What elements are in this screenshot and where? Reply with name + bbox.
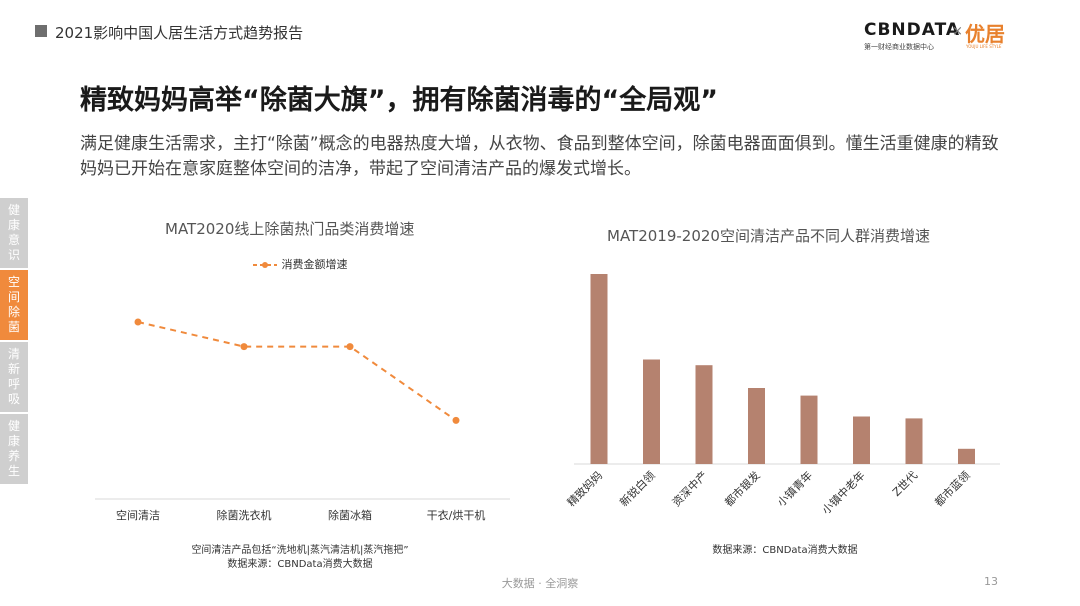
line-x-tick-label: 空间清洁 — [116, 508, 160, 522]
side-tab-char: 意 — [7, 233, 20, 247]
page-number: 13 — [984, 575, 998, 588]
line-point-4 — [452, 416, 460, 424]
line-x-tick-label: 干衣/烘干机 — [427, 508, 486, 522]
line-point-2 — [240, 343, 248, 351]
line-chart-legend: 消费金额增速 — [252, 256, 348, 272]
logo-separator: × — [952, 24, 963, 39]
bar-chart-source: 数据来源：CBNData消费大数据 — [712, 545, 858, 556]
side-tab-char: 呼 — [7, 377, 20, 391]
bar-4 — [748, 388, 765, 464]
brand-logo: CBNDATA 第一财经商业数据中心 × 优居 YOUJU LIFE STYLE — [858, 18, 1018, 54]
side-tab-char: 吸 — [7, 392, 20, 406]
line-point-1 — [134, 318, 142, 326]
footer-tagline: 大数据 · 全洞察 — [501, 577, 579, 590]
bar-x-tick-label: 小镇青年 — [774, 468, 815, 509]
youju-logo-subtitle: YOUJU LIFE STYLE — [966, 44, 1002, 49]
side-tab-char: 康 — [7, 434, 20, 448]
report-title: 2021影响中国人居生活方式趋势报告 — [55, 24, 304, 42]
bar-x-tick-label: Z世代 — [890, 469, 920, 499]
side-tab-char: 除 — [7, 305, 20, 319]
bar-x-tick-label: 精致妈妈 — [564, 468, 605, 509]
side-tab-char: 新 — [7, 362, 20, 376]
side-tab-char: 养 — [7, 449, 20, 463]
bar-x-tick-label: 都市蓝领 — [932, 468, 973, 509]
bar-7 — [905, 418, 923, 464]
bar-x-tick-label: 小镇中老年 — [819, 468, 868, 517]
bar-x-tick-label: 资深中产 — [669, 468, 710, 509]
side-tab-char: 间 — [7, 290, 20, 304]
bar-8 — [958, 448, 975, 464]
header-marker — [35, 25, 47, 37]
side-tab-2[interactable]: 空间除菌 — [0, 270, 28, 340]
bar-1 — [590, 274, 608, 464]
line-chart-title: MAT2020线上除菌热门品类消费增速 — [165, 220, 415, 238]
line-x-tick-label: 除菌冰箱 — [328, 508, 372, 522]
side-tab-1[interactable]: 健康意识 — [0, 198, 28, 268]
line-point-3 — [346, 343, 354, 351]
side-tab-char: 生 — [7, 464, 20, 478]
side-tab-char: 识 — [7, 248, 20, 262]
youju-logo-text: 优居 — [965, 22, 1005, 46]
bar-chart-title: MAT2019-2020空间清洁产品不同人群消费增速 — [607, 227, 930, 245]
side-tab-char: 空 — [7, 275, 20, 289]
side-tab-char: 康 — [7, 218, 20, 232]
side-tab-3[interactable]: 清新呼吸 — [0, 342, 28, 412]
line-x-tick-label: 除菌洗衣机 — [217, 508, 272, 522]
bar-5 — [800, 395, 818, 464]
side-tab-char: 健 — [7, 419, 20, 433]
side-section-nav: 健康意识空间除菌清新呼吸健康养生 — [0, 198, 30, 486]
bar-x-tick-label: 新锐白领 — [617, 468, 658, 509]
bar-x-tick-label: 都市银发 — [722, 468, 763, 509]
page-headline: 精致妈妈高举“除菌大旗”，拥有除菌消毒的“全局观” — [80, 85, 718, 116]
bar-3 — [695, 365, 713, 464]
side-tab-char: 菌 — [7, 320, 20, 334]
line-chart-note: 空间清洁产品包括“洗地机|蒸汽清洁机|蒸汽拖把” — [191, 545, 409, 556]
bar-6 — [853, 416, 870, 464]
bar-2 — [643, 359, 660, 464]
side-tab-4[interactable]: 健康养生 — [0, 414, 28, 484]
legend-label: 消费金额增速 — [281, 258, 348, 271]
side-tab-char: 健 — [7, 203, 20, 217]
intro-paragraph: 满足健康生活需求，主打“除菌”概念的电器热度大增，从衣物、食品到整体空间，除菌电… — [80, 134, 999, 179]
line-series-path — [137, 321, 457, 422]
side-tab-char: 清 — [7, 347, 20, 361]
line-chart-source: 数据来源：CBNData消费大数据 — [227, 559, 373, 570]
cbndata-logo-text: CBNDATA — [864, 20, 961, 40]
cbndata-logo-subtitle: 第一财经商业数据中心 — [864, 43, 934, 51]
legend-line-marker — [253, 262, 277, 268]
